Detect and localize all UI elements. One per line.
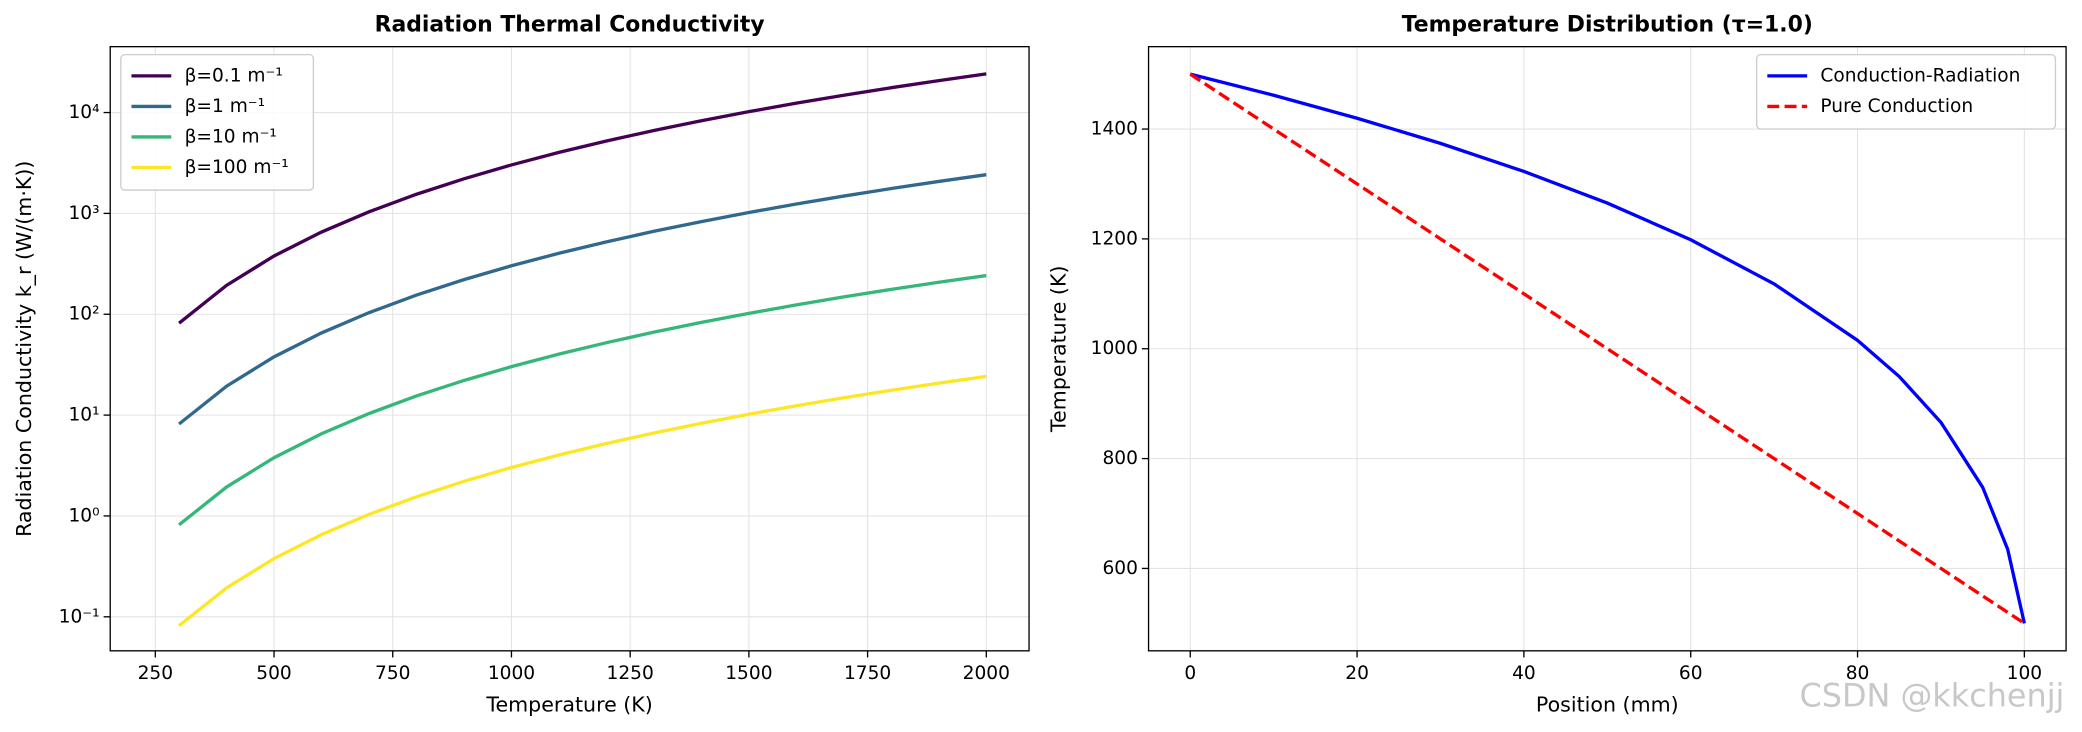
line [178, 374, 987, 628]
x-tick-label: 0 [1184, 663, 1196, 684]
x-tick-label: 100 [2007, 663, 2042, 684]
x-axis-label: Position (mm) [1536, 692, 1679, 716]
y-tick-label: 10² [68, 304, 99, 325]
x-tick-label: 60 [1679, 663, 1703, 684]
x-axis-label: Temperature (K) [485, 692, 652, 716]
legend-box [120, 53, 315, 191]
x-tick-label: 1000 [488, 663, 535, 684]
legend-label: β=10 m⁻¹ [185, 126, 277, 147]
chart-title: Temperature Distribution (τ=1.0) [1402, 12, 1813, 37]
line [178, 273, 987, 527]
x-tick-label: 1250 [607, 663, 654, 684]
legend-label: Conduction-Radiation [1820, 65, 2020, 86]
legend-label: β=100 m⁻¹ [185, 157, 289, 178]
y-tick-label: 10¹ [68, 405, 99, 426]
y-tick-label: 1400 [1091, 119, 1138, 140]
y-tick-label: 10⁰ [68, 505, 99, 526]
line [178, 173, 987, 426]
y-tick-label: 10⁴ [68, 102, 99, 123]
plot-frame [109, 45, 1030, 652]
y-axis-label: Radiation Conductivity k_r (W/(m·K)) [12, 161, 37, 537]
y-tick-label: 800 [1102, 448, 1137, 469]
y-axis-label: Temperature (K) [1047, 266, 1071, 433]
legend-box [1756, 53, 2057, 130]
y-tick-label: 10³ [68, 203, 99, 224]
y-tick-label: 600 [1102, 558, 1137, 579]
x-tick-label: 1500 [725, 663, 772, 684]
x-tick-label: 2000 [963, 663, 1010, 684]
x-tick-label: 750 [375, 663, 410, 684]
plot-frame [1147, 45, 2067, 652]
legend-label: β=0.1 m⁻¹ [185, 65, 283, 86]
line [1189, 72, 2026, 625]
y-tick-label: 1200 [1091, 228, 1138, 249]
legend-label: Pure Conduction [1820, 96, 1973, 117]
y-tick-label: 10⁻¹ [59, 606, 100, 627]
x-tick-label: 20 [1345, 663, 1369, 684]
chart-title: Radiation Thermal Conductivity [375, 12, 765, 37]
legend-label: β=1 m⁻¹ [185, 96, 266, 117]
x-tick-label: 80 [1846, 663, 1870, 684]
x-tick-label: 1750 [844, 663, 891, 684]
x-tick-label: 250 [138, 663, 173, 684]
watermark: CSDN @kkchenjj [1799, 676, 2064, 714]
line [178, 72, 987, 325]
line [1189, 72, 2026, 624]
y-tick-label: 1000 [1091, 338, 1138, 359]
x-tick-label: 500 [256, 663, 291, 684]
x-tick-label: 40 [1512, 663, 1536, 684]
